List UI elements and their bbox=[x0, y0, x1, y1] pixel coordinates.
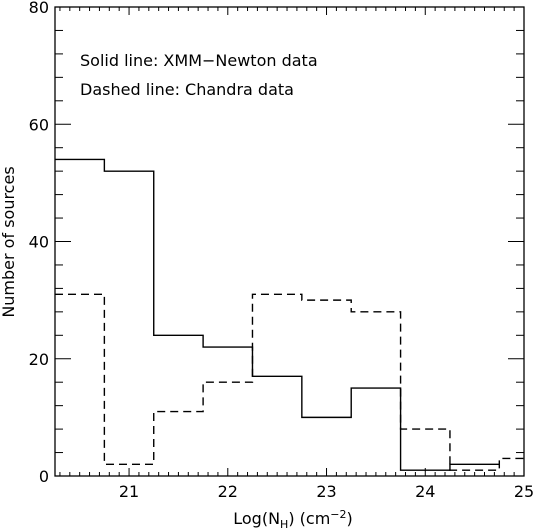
x-tick-label: 25 bbox=[514, 482, 534, 501]
plot-area: 21 22 23 24 25 0 20 40 60 80 bbox=[29, 0, 535, 501]
x-axis-label-close: ) bbox=[347, 509, 353, 528]
y-tick-label: 0 bbox=[39, 467, 49, 486]
x-axis-label: Log(NH) (cm−2) bbox=[233, 508, 353, 529]
plot-frame bbox=[54, 6, 525, 477]
y-tick-label: 20 bbox=[29, 350, 49, 369]
y-tick-label: 80 bbox=[29, 0, 49, 17]
x-tick-label: 22 bbox=[218, 482, 238, 501]
x-axis-label-subscript: H bbox=[280, 518, 288, 529]
chandra-histogram-line bbox=[55, 293, 524, 471]
x-tick-label: 24 bbox=[415, 482, 435, 501]
x-tick-label: 21 bbox=[119, 482, 139, 501]
x-axis-label-unit: ) (cm bbox=[288, 509, 330, 528]
x-tick-label: 23 bbox=[316, 482, 336, 501]
x-axis-label-superscript: −2 bbox=[330, 508, 346, 521]
x-axis-label-main: Log(N bbox=[233, 509, 280, 528]
xmm-newton-histogram-line bbox=[55, 158, 500, 471]
annotation-chandra: Dashed line: Chandra data bbox=[80, 80, 294, 99]
annotation-xmm: Solid line: XMM−Newton data bbox=[80, 51, 318, 70]
y-tick-label: 40 bbox=[29, 233, 49, 252]
y-tick-label: 60 bbox=[29, 115, 49, 134]
y-axis-label: Number of sources bbox=[0, 166, 18, 317]
